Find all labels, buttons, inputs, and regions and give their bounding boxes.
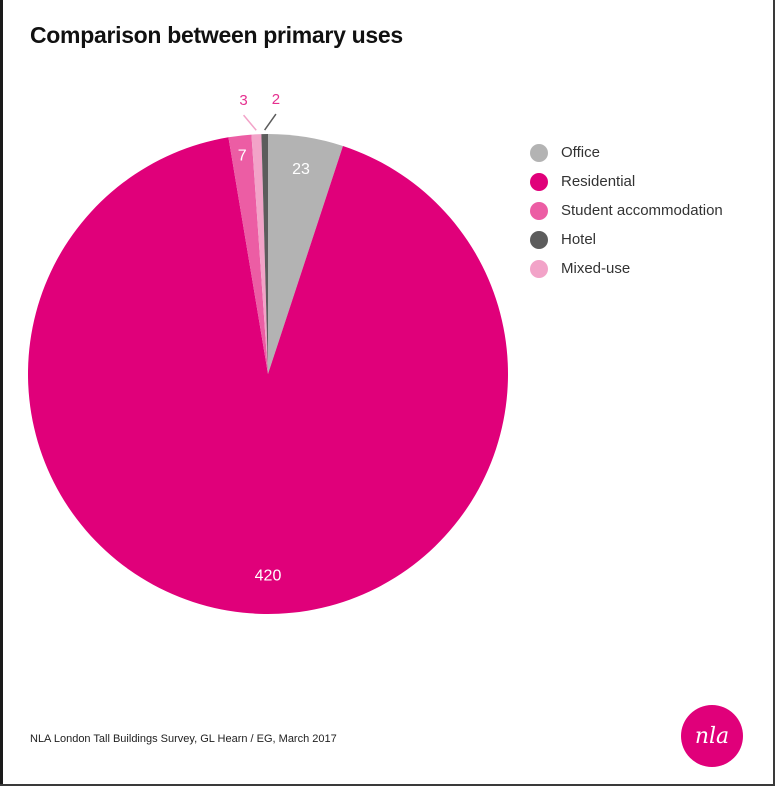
legend-label-hotel: Hotel xyxy=(561,231,597,248)
chart-title: Comparison between primary uses xyxy=(30,22,403,48)
legend-swatch-residential xyxy=(530,172,548,191)
legend-item-mixed-use: Mixed-use xyxy=(530,254,723,283)
legend-swatch-office xyxy=(530,143,548,162)
legend-label-student-accommodation: Student accommodation xyxy=(561,202,723,219)
data-label-mixed-use: 3 xyxy=(239,92,247,109)
data-label-office: 23 xyxy=(292,161,310,178)
legend-item-office: Office xyxy=(530,138,723,167)
pie-slice-office xyxy=(268,134,343,374)
legend-item-student-accommodation: Student accommodation xyxy=(530,196,723,225)
data-label-hotel: 2 xyxy=(272,91,280,108)
legend-item-hotel: Hotel xyxy=(530,225,723,254)
data-label-student-accommodation: 7 xyxy=(238,148,247,165)
legend-label-mixed-use: Mixed-use xyxy=(561,260,631,277)
pie-slice-student-accommodation xyxy=(228,134,268,374)
frame-right-edge xyxy=(773,0,775,786)
legend-swatch-hotel xyxy=(530,230,548,249)
source-note: NLA London Tall Buildings Survey, GL Hea… xyxy=(30,733,337,745)
frame-left-edge xyxy=(0,0,3,786)
legend-swatch-mixed-use xyxy=(530,259,548,278)
pie-slice-residential xyxy=(27,137,509,614)
legend-label-residential: Residential xyxy=(561,173,636,190)
nla-logo: nla xyxy=(681,705,743,767)
legend-label-office: Office xyxy=(561,144,600,161)
legend-swatch-student-accommodation xyxy=(530,201,548,220)
pie-slice-mixed-use xyxy=(251,134,268,374)
data-label-residential: 420 xyxy=(255,567,282,584)
leader-line-hotel xyxy=(264,113,277,131)
legend: Office Residential Student accommodation… xyxy=(530,138,723,283)
legend-item-residential: Residential xyxy=(530,167,723,196)
frame-bottom-edge xyxy=(0,784,775,786)
pie-slice-hotel xyxy=(261,134,268,374)
leader-line-mixed-use xyxy=(242,114,257,131)
